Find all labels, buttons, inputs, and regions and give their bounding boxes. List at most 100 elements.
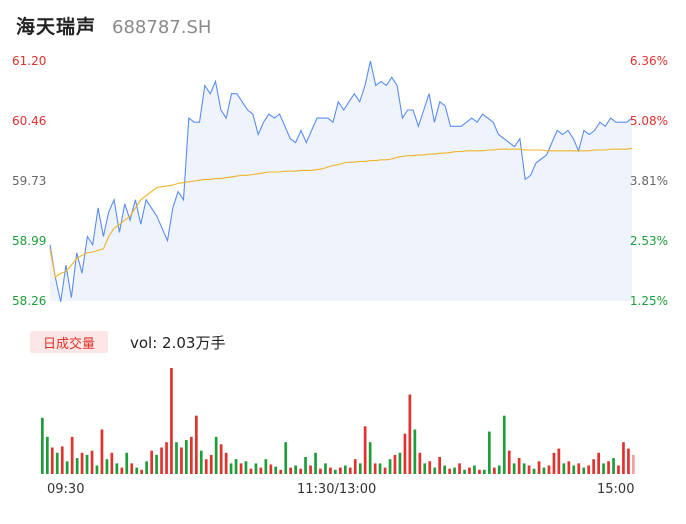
volume-bar	[199, 450, 203, 474]
stock-header: 海天瑞声 688787.SH	[16, 12, 211, 40]
volume-bar	[368, 442, 372, 474]
volume-bar	[269, 464, 273, 474]
volume-bar	[160, 447, 163, 474]
price-area	[50, 61, 632, 302]
pct-tick-upper: 5.08%	[629, 114, 668, 128]
volume-bar	[334, 469, 337, 474]
volume-bar	[244, 461, 248, 474]
volume-bar	[612, 458, 615, 474]
volume-bar	[423, 463, 427, 474]
volume-bar	[115, 463, 119, 474]
volume-bar	[254, 463, 258, 474]
volume-bar	[592, 459, 595, 474]
volume-bar	[398, 452, 402, 474]
volume-bar	[95, 465, 99, 474]
volume-bar	[85, 454, 89, 474]
volume-bar	[403, 433, 407, 474]
volume-bar	[438, 457, 441, 474]
volume-bar	[473, 465, 476, 474]
volume-bar	[190, 436, 193, 474]
volume-bar	[120, 467, 124, 474]
pct-tick-mid: 3.81%	[629, 174, 668, 188]
volume-bar	[348, 467, 352, 474]
volume-bar	[324, 463, 327, 474]
volume-bar	[542, 467, 546, 474]
volume-bar	[517, 458, 521, 474]
volume-bar	[274, 466, 278, 474]
volume-bar	[234, 459, 238, 474]
volume-bar	[90, 450, 94, 474]
volume-bar	[537, 461, 541, 474]
average-price-line	[49, 147, 633, 279]
volume-bar	[582, 467, 586, 474]
volume-bar	[602, 463, 605, 474]
volume-bar	[413, 429, 417, 474]
volume-bar	[229, 463, 233, 474]
volume-bar	[418, 452, 422, 474]
volume-bar	[443, 465, 446, 474]
volume-bar	[80, 452, 84, 474]
volume-bar	[383, 467, 387, 474]
volume-bar	[627, 448, 630, 474]
volume-bar	[617, 465, 620, 474]
volume-bar	[219, 444, 223, 474]
volume-bar	[145, 461, 148, 474]
volume-bar	[483, 469, 486, 474]
volume-bar	[428, 461, 432, 474]
volume-bar	[284, 442, 288, 474]
volume-bar	[388, 459, 392, 474]
volume-bar	[140, 469, 143, 474]
volume-bar	[195, 415, 198, 474]
volume-bar	[180, 447, 183, 474]
volume-bar	[408, 394, 412, 474]
pct-tick-high: 6.36%	[629, 54, 668, 68]
volume-bar	[50, 447, 54, 474]
volume-bar	[224, 452, 228, 474]
volume-bar	[249, 468, 253, 474]
volume-bar	[110, 452, 114, 474]
volume-bar	[299, 468, 302, 474]
volume-bar	[458, 463, 461, 474]
volume-bar	[209, 454, 213, 474]
volume-bar	[468, 467, 471, 474]
volume-bar	[175, 442, 178, 474]
volume-bar	[567, 461, 571, 474]
volume-bar	[289, 467, 292, 474]
time-label-close: 15:00	[597, 482, 635, 497]
volume-bar	[155, 454, 158, 474]
volume-bar	[264, 459, 268, 474]
volume-bar	[65, 461, 69, 474]
volume-bar	[344, 465, 347, 474]
volume-bar	[170, 368, 173, 474]
volume-bar	[378, 463, 382, 474]
volume-bar	[41, 417, 44, 474]
volume-bar	[100, 429, 104, 474]
volume-bar	[309, 465, 312, 474]
volume-bar	[304, 457, 307, 474]
price-tick-mid: 59.73	[12, 174, 47, 188]
price-tick-low: 58.26	[12, 294, 47, 308]
price-line	[49, 60, 633, 302]
volume-bar	[502, 415, 506, 474]
volume-bar	[363, 426, 367, 474]
volume-bar	[433, 467, 437, 474]
volume-bar	[70, 436, 74, 474]
price-tick-lower: 58.99	[12, 234, 47, 248]
volume-bar	[488, 431, 491, 474]
volume-bar	[607, 461, 610, 474]
volume-bar	[314, 452, 317, 474]
volume-bar	[497, 465, 501, 474]
volume-bar	[353, 459, 357, 474]
volume-bar	[46, 436, 49, 474]
volume-bar	[512, 463, 516, 474]
volume-bar	[130, 463, 134, 474]
pct-tick-lower: 2.53%	[629, 234, 668, 248]
volume-bar	[448, 468, 451, 474]
volume-bar	[319, 468, 322, 474]
volume-bar	[165, 442, 168, 474]
volume-bar	[204, 459, 208, 474]
volume-bar	[373, 463, 377, 474]
stock-code: 688787.SH	[112, 17, 212, 38]
volume-bar	[329, 467, 332, 474]
